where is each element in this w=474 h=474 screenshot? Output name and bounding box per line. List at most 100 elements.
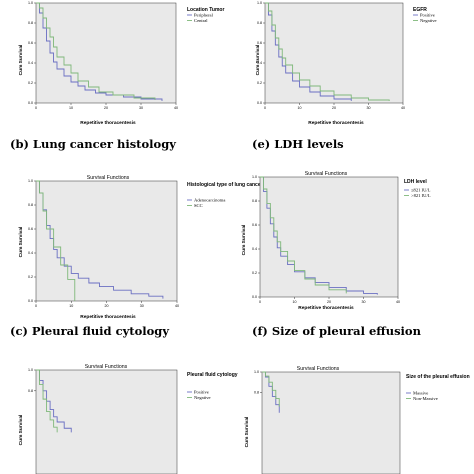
legend-title: Histological type of lung cancer bbox=[187, 182, 263, 188]
series-line-1 bbox=[265, 2, 352, 101]
series-line-1 bbox=[36, 369, 72, 433]
x-axis-label: Repetitive thoracentesis bbox=[80, 314, 136, 320]
series-line-2 bbox=[262, 371, 280, 407]
legend-item: Peripheral bbox=[194, 13, 214, 18]
y-tick-label: 0.0 bbox=[28, 299, 33, 303]
legend-item: Negative bbox=[194, 395, 211, 400]
legend-item: Non-Massive bbox=[413, 396, 438, 401]
legend-title: Location Tumor bbox=[187, 7, 224, 13]
legend-item: Positive bbox=[420, 13, 435, 18]
panel-a: Cum Survival Repetitive thoracentesis Lo… bbox=[18, 1, 224, 126]
y-tick-label: 0.4 bbox=[28, 251, 33, 255]
caption-c: (c) Pleural fluid cytology bbox=[10, 324, 169, 338]
series-line-1 bbox=[36, 180, 164, 299]
x-tick-label: 40 bbox=[174, 106, 178, 110]
x-tick-label: 20 bbox=[104, 106, 108, 110]
y-tick-label: 0.8 bbox=[257, 21, 262, 25]
x-tick-label: 20 bbox=[327, 300, 331, 304]
panel-f: Survival Functions Cum Survival Size of … bbox=[244, 366, 470, 474]
plot-area bbox=[35, 180, 178, 302]
chart-title: Survival Functions bbox=[85, 364, 128, 370]
y-tick-label: 0.8 bbox=[28, 21, 33, 25]
y-axis-label: Cum Survival bbox=[241, 225, 247, 256]
panel-e: Survival Functions Cum Survival Repetiti… bbox=[241, 171, 431, 311]
legend-item: Negative bbox=[420, 18, 437, 23]
y-tick-label: 0.2 bbox=[28, 275, 33, 279]
plot-area bbox=[261, 371, 401, 474]
y-tick-label: 0.4 bbox=[28, 61, 33, 65]
y-tick-label: 0.8 bbox=[254, 391, 259, 395]
panel-b: Survival Functions Cum Survival Repetiti… bbox=[18, 175, 263, 320]
caption-b: (b) Lung cancer histology bbox=[10, 137, 176, 151]
series-line-1 bbox=[260, 176, 378, 295]
legend-item: Positive bbox=[194, 390, 209, 395]
y-tick-label: 0.8 bbox=[28, 389, 33, 393]
y-tick-label: 0.6 bbox=[257, 41, 262, 45]
y-axis-label: Cum Survival bbox=[244, 417, 250, 448]
y-tick-label: 0.8 bbox=[28, 203, 33, 207]
x-tick-label: 40 bbox=[401, 106, 405, 110]
panel-c: Survival Functions Cum Survival Pleural … bbox=[18, 364, 238, 474]
caption-e: (e) LDH levels bbox=[252, 137, 344, 151]
x-tick-label: 10 bbox=[69, 304, 73, 308]
x-axis-label: Repetitive thoracentesis bbox=[298, 305, 354, 311]
panel-d: Cum Survival Repetitive thoracentesis EG… bbox=[255, 1, 437, 126]
x-tick-label: 0 bbox=[35, 106, 37, 110]
chart-title: Survival Functions bbox=[305, 171, 348, 177]
y-axis-label: Cum Survival bbox=[255, 45, 261, 76]
legend-title: Pleural fluid cytology bbox=[187, 372, 238, 378]
x-axis-label: Repetitive thoracentesis bbox=[80, 120, 136, 126]
x-tick-label: 30 bbox=[140, 304, 144, 308]
y-tick-label: 0.6 bbox=[28, 41, 33, 45]
x-tick-label: 30 bbox=[362, 300, 366, 304]
plot-area bbox=[35, 2, 177, 104]
legend-item: ≤821 IU/L bbox=[411, 188, 431, 193]
y-axis-label: Cum Survival bbox=[18, 227, 24, 258]
y-tick-label: 1.0 bbox=[28, 1, 33, 5]
x-axis-label: Repetitive thoracentesis bbox=[308, 120, 364, 126]
chart-title: Survival Functions bbox=[297, 366, 340, 372]
y-tick-label: 1.0 bbox=[28, 368, 33, 372]
y-tick-label: 0.8 bbox=[252, 199, 257, 203]
y-tick-label: 0.4 bbox=[257, 61, 262, 65]
legend-title: EGFR bbox=[413, 7, 427, 13]
y-tick-label: 1.0 bbox=[252, 175, 257, 179]
x-tick-label: 30 bbox=[139, 106, 143, 110]
legend-item: Massive bbox=[413, 391, 428, 396]
y-tick-label: 0.2 bbox=[252, 271, 257, 275]
y-tick-label: 1.0 bbox=[28, 179, 33, 183]
caption-f: (f) Size of pleural effusion bbox=[252, 324, 422, 338]
series-line-2 bbox=[36, 180, 76, 301]
legend-item: >821 IU/L bbox=[411, 193, 431, 198]
legend-title: LDH level bbox=[404, 179, 427, 185]
x-tick-label: 10 bbox=[293, 300, 297, 304]
y-tick-label: 0.4 bbox=[252, 247, 257, 251]
legend-item: Adenocarcinoma bbox=[194, 198, 225, 203]
y-tick-label: 1.0 bbox=[257, 1, 262, 5]
y-axis-label: Cum Survival bbox=[18, 415, 24, 446]
y-tick-label: 0.6 bbox=[252, 223, 257, 227]
y-tick-label: 0.6 bbox=[28, 227, 33, 231]
y-tick-label: 0.0 bbox=[28, 101, 33, 105]
series-line-2 bbox=[265, 2, 390, 101]
plot-area bbox=[259, 176, 399, 298]
series-line-2 bbox=[36, 369, 58, 433]
x-tick-label: 30 bbox=[367, 106, 371, 110]
x-tick-label: 10 bbox=[298, 106, 302, 110]
y-tick-label: 0.0 bbox=[252, 295, 257, 299]
series-line-2 bbox=[260, 176, 347, 294]
x-tick-label: 20 bbox=[332, 106, 336, 110]
legend-item: SCC bbox=[194, 203, 203, 208]
y-axis-label: Cum Survival bbox=[18, 45, 24, 76]
chart-title: Survival Functions bbox=[87, 175, 130, 181]
x-tick-label: 0 bbox=[259, 300, 261, 304]
x-tick-label: 40 bbox=[396, 300, 400, 304]
plot-area bbox=[264, 2, 404, 104]
y-tick-label: 1.0 bbox=[254, 370, 259, 374]
legend-title: Size of the pleural effusion bbox=[406, 374, 470, 380]
y-tick-label: 0.2 bbox=[28, 81, 33, 85]
x-tick-label: 0 bbox=[264, 106, 266, 110]
legend-item: Central bbox=[194, 18, 208, 23]
series-line-2 bbox=[36, 2, 156, 100]
